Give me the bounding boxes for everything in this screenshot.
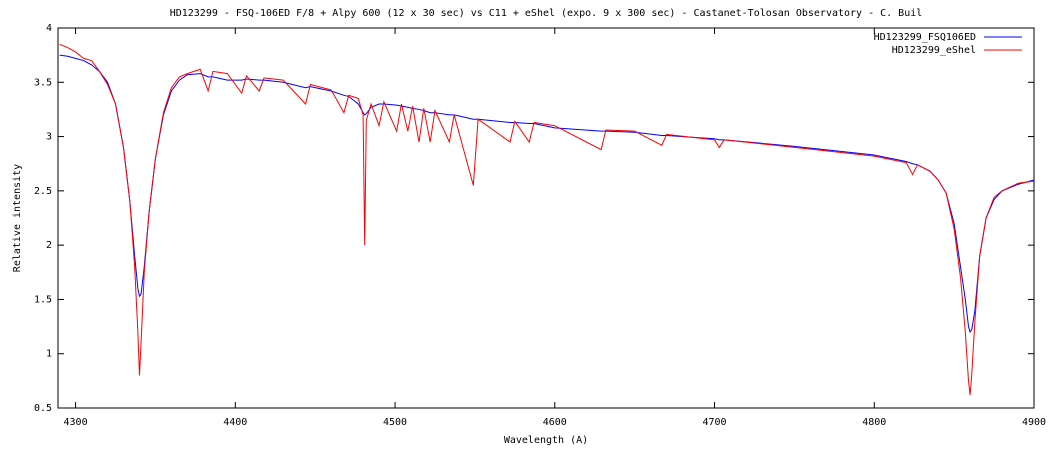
x-tick-label: 4300 [64, 417, 88, 428]
y-tick-label: 1 [46, 349, 52, 360]
y-axis-label: Relative intensity [12, 164, 23, 272]
legend-label: HD123299_eShel [892, 45, 976, 56]
y-tick-label: 4 [46, 23, 52, 34]
y-tick-label: 1.5 [34, 294, 52, 305]
plot-border [57, 27, 1035, 409]
x-tick-label: 4400 [223, 417, 247, 428]
y-tick-label: 2.5 [34, 186, 52, 197]
x-tick-label: 4800 [862, 417, 886, 428]
y-tick-label: 2 [46, 240, 52, 251]
x-tick-label: 4600 [543, 417, 567, 428]
series-line [59, 54, 1035, 334]
x-tick-label: 4900 [1022, 417, 1046, 428]
legend-label: HD123299_FSQ106ED [874, 32, 976, 43]
series-line [59, 43, 1035, 396]
y-tick-label: 3.5 [34, 77, 52, 88]
y-tick-label: 3 [46, 132, 52, 143]
x-tick-label: 4500 [383, 417, 407, 428]
x-axis-label: Wavelength (A) [504, 435, 588, 446]
y-tick-label: 0.5 [34, 403, 52, 414]
x-tick-label: 4700 [702, 417, 726, 428]
chart-title: HD123299 - FSQ-106ED F/8 + Alpy 600 (12 … [170, 8, 923, 19]
